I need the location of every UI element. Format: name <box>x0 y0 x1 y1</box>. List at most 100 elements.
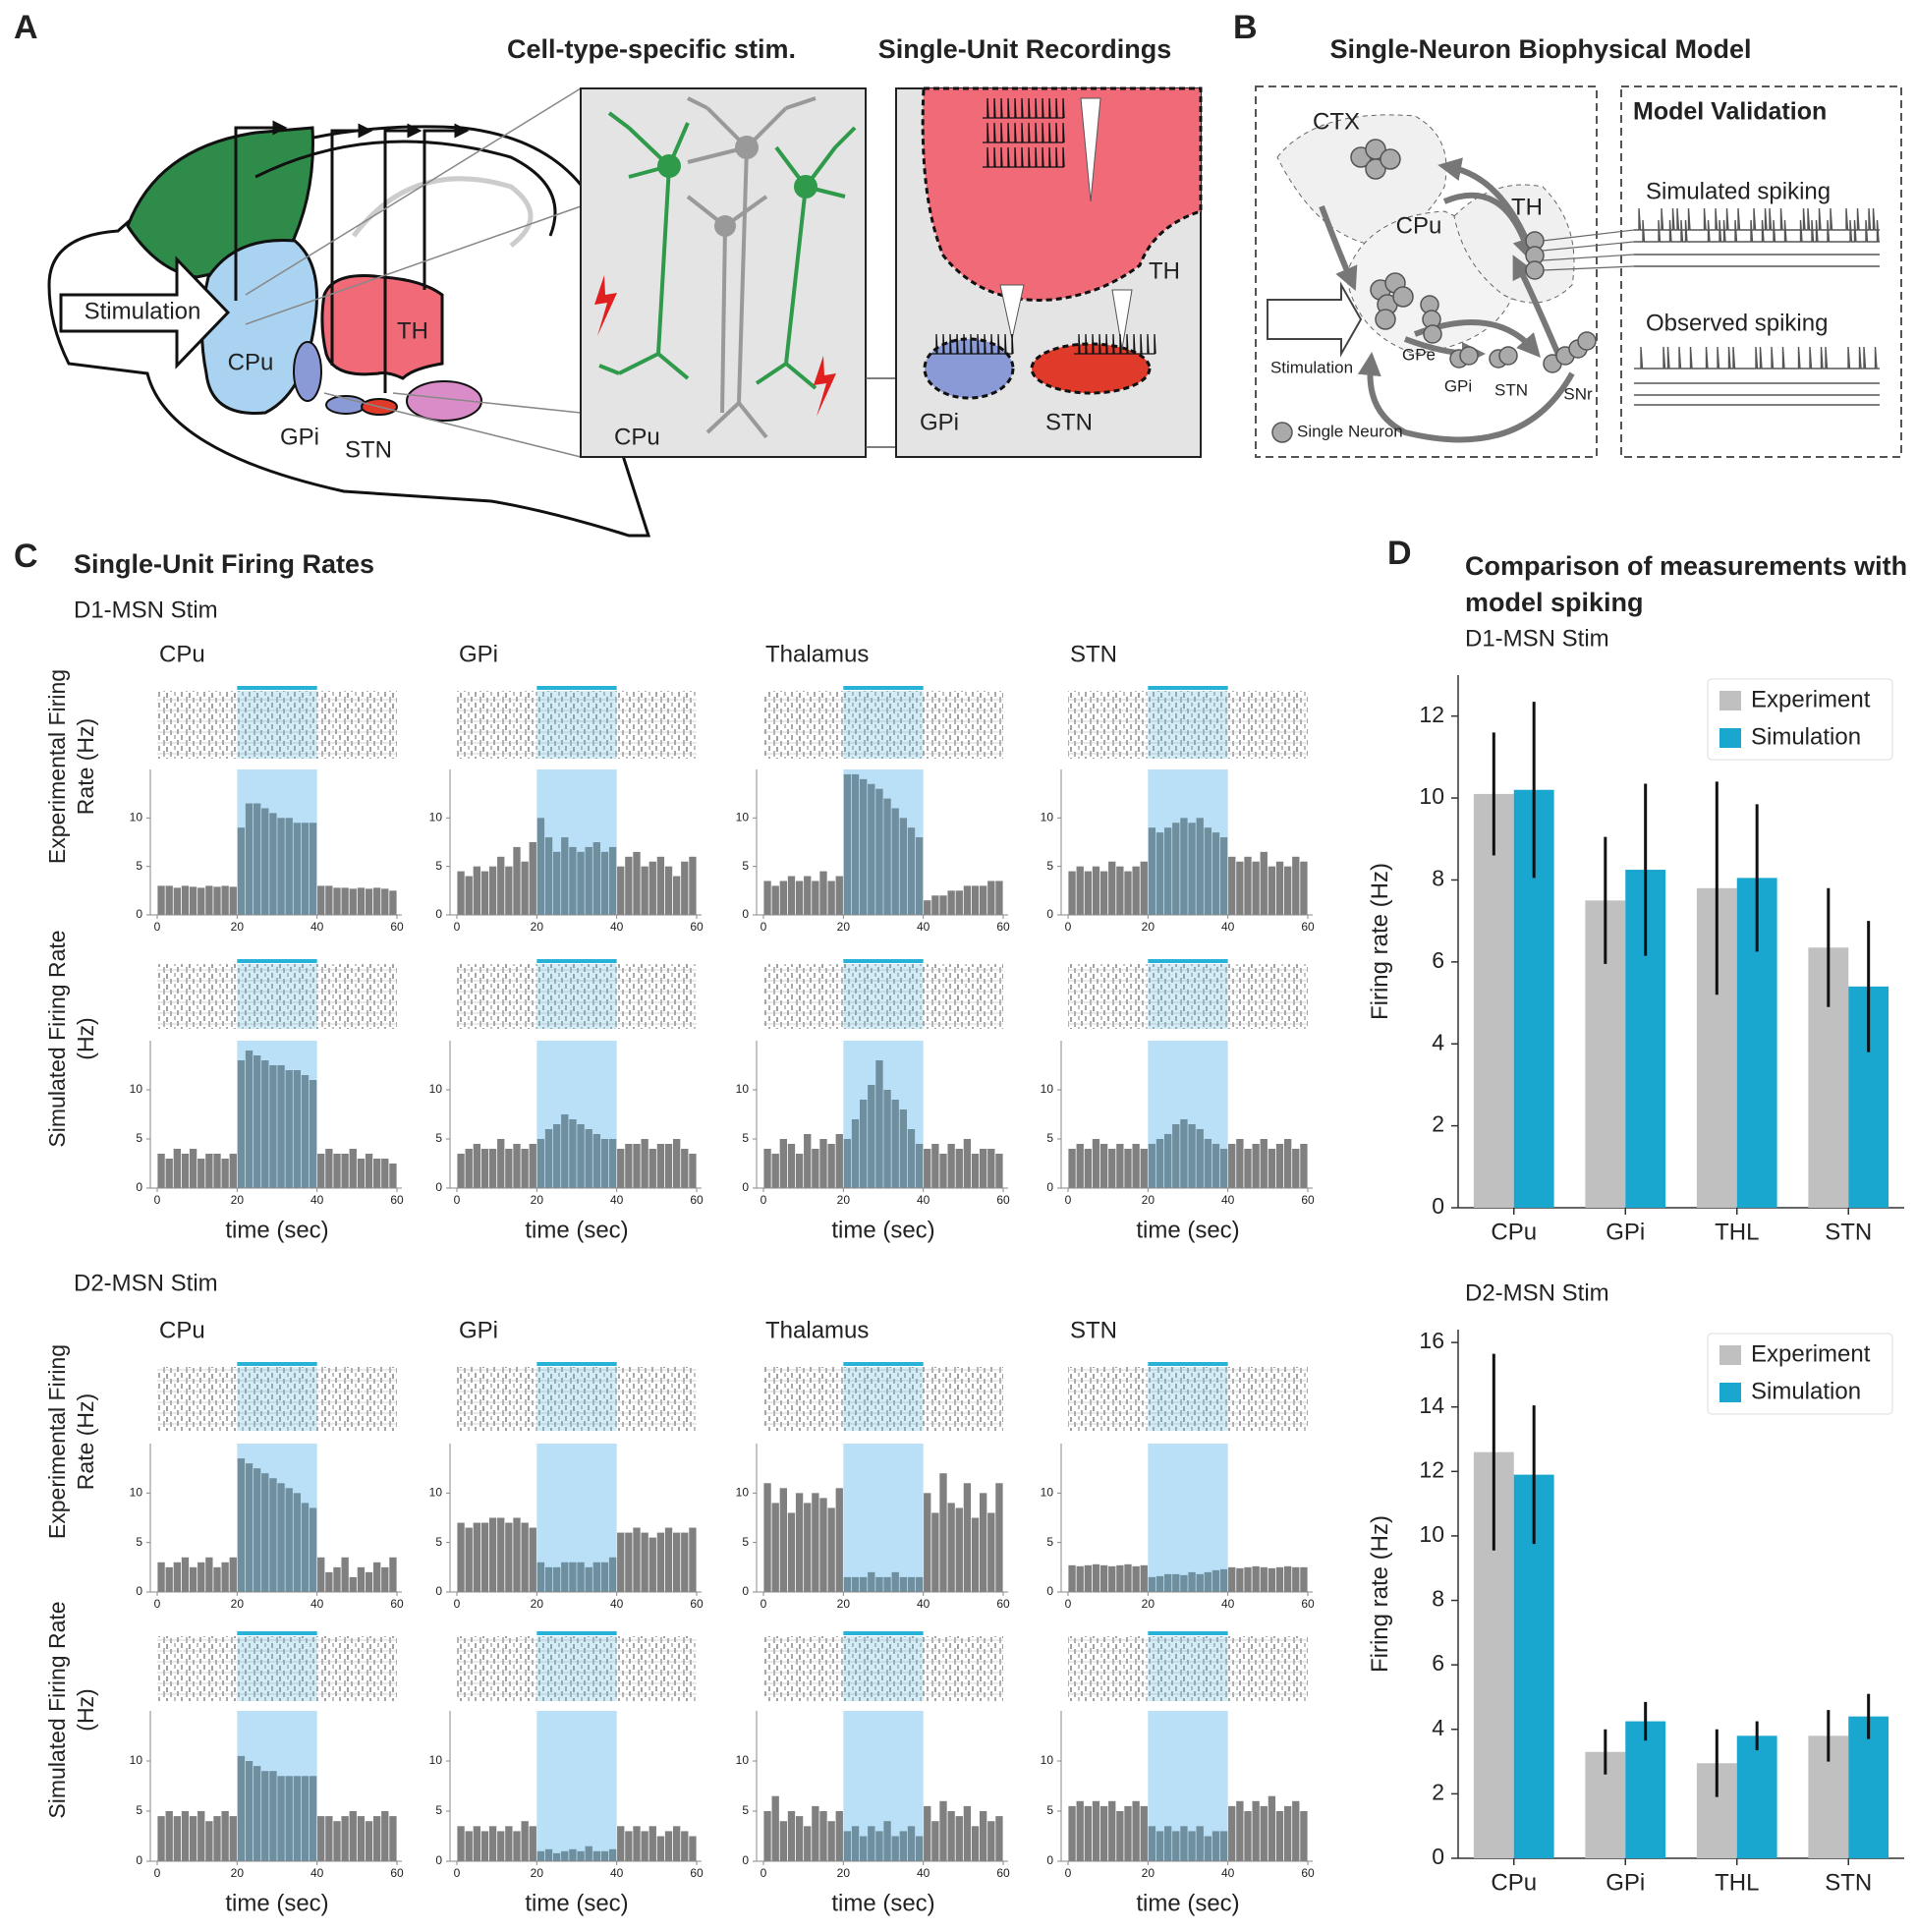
histogram-bar <box>536 1562 545 1592</box>
histogram-bar <box>1275 1144 1284 1188</box>
histogram-bar <box>771 1503 779 1592</box>
histogram-bar <box>497 1831 505 1861</box>
y-tick-label: 4 <box>1432 1715 1444 1740</box>
histogram-bar <box>931 1512 939 1592</box>
chart-subtitle: D2-MSN Stim <box>1465 1279 1609 1306</box>
histogram-bar <box>197 1811 205 1861</box>
histogram-bar <box>860 1100 868 1188</box>
panel-label: B <box>1233 9 1258 46</box>
histogram-bar <box>373 887 381 915</box>
histogram-bar <box>681 1149 689 1188</box>
histogram-bar <box>1084 871 1092 915</box>
histogram-bar <box>915 1144 924 1188</box>
y-tick-label: 10 <box>429 1753 443 1767</box>
histogram-bar <box>1099 1144 1108 1188</box>
legend-box <box>1707 1333 1893 1415</box>
histogram-bar <box>899 1831 907 1861</box>
histogram-bar <box>592 1562 600 1592</box>
column-title: GPi <box>459 1317 498 1343</box>
histogram-bar <box>980 1149 987 1188</box>
histogram-bar <box>995 1816 1003 1861</box>
histogram-bar <box>309 823 317 915</box>
histogram-bar <box>851 1576 860 1592</box>
x-tick-label: 0 <box>761 1866 767 1880</box>
histogram-bar <box>860 1836 868 1861</box>
histogram-bar <box>1292 1149 1300 1188</box>
histogram-bar <box>1284 1805 1292 1861</box>
y-tick-label: 0 <box>435 1180 442 1194</box>
y-tick-label: 5 <box>435 859 442 873</box>
x-tick-label: 60 <box>390 1866 404 1880</box>
histogram-bar <box>907 827 916 915</box>
histogram-bar <box>349 1149 357 1188</box>
histogram-bar <box>245 1051 254 1188</box>
histogram-bar <box>1116 1144 1124 1188</box>
y-tick-label: 0 <box>435 1584 442 1598</box>
histogram-bar <box>963 1139 972 1188</box>
histogram-bar <box>1204 827 1212 915</box>
histogram-bar <box>1196 1826 1204 1861</box>
histogram-bar <box>1212 832 1220 915</box>
x-tick-label: 0 <box>761 920 767 934</box>
histogram-bar <box>1164 1134 1172 1188</box>
histogram-bar <box>625 856 633 915</box>
histogram-bar <box>544 1566 553 1592</box>
histogram-bar <box>497 1139 505 1188</box>
histogram-bar <box>373 1159 381 1188</box>
histogram-bar <box>365 1571 373 1592</box>
histogram-bar <box>301 823 310 915</box>
spike-trace <box>1634 219 1880 243</box>
histogram-bar <box>189 1816 197 1861</box>
histogram-bar <box>373 1562 381 1592</box>
histogram-bar <box>221 885 229 915</box>
x-tick-label: 60 <box>690 1866 704 1880</box>
histogram-bar <box>521 861 529 915</box>
histogram-bar <box>1132 866 1140 915</box>
histogram-bar <box>827 1507 835 1592</box>
y-tick-label: 10 <box>130 1486 143 1500</box>
histogram-bar <box>1068 871 1076 915</box>
histogram-bar <box>357 887 366 915</box>
histogram-bar <box>1244 856 1252 915</box>
histogram-bar <box>1228 1805 1236 1861</box>
histogram-bar <box>1108 1149 1116 1188</box>
y-tick-label: 5 <box>1046 1131 1053 1145</box>
histogram-bar <box>213 1566 221 1592</box>
histogram-bar <box>843 1139 852 1188</box>
histogram-bar <box>875 1060 883 1188</box>
histogram-bar <box>995 1154 1003 1188</box>
histogram-bar <box>1196 1129 1204 1188</box>
histogram-bar <box>333 1821 341 1861</box>
histogram-bar <box>1140 861 1148 915</box>
histogram-bar <box>891 1100 899 1188</box>
histogram-bar <box>529 1144 536 1188</box>
histogram-bar <box>205 885 213 915</box>
histogram-bar <box>987 881 995 915</box>
x-tick-label: 60 <box>1301 920 1315 934</box>
x-tick-label: 60 <box>996 1597 1010 1611</box>
histogram-bar <box>1275 1811 1284 1861</box>
histogram-bar <box>931 895 939 915</box>
histogram-bar <box>505 1826 513 1861</box>
brain-diagram <box>47 87 651 538</box>
histogram-bar <box>529 1826 536 1861</box>
y-tick-label: 5 <box>435 1535 442 1549</box>
histogram-bar <box>341 1557 349 1592</box>
histogram-bar <box>317 1154 325 1188</box>
histogram-bar <box>473 1144 480 1188</box>
histogram-bar <box>285 818 293 915</box>
column-title: STN <box>1070 641 1117 667</box>
y-tick-label: 5 <box>435 1803 442 1817</box>
histogram-bar <box>480 1522 489 1592</box>
histogram-bar <box>536 1850 545 1861</box>
histogram-bar <box>317 1557 325 1592</box>
histogram-bar <box>1148 1826 1156 1861</box>
y-tick-label: 5 <box>742 859 749 873</box>
raster-plot <box>157 964 397 1029</box>
y-tick-label: 0 <box>1432 1844 1444 1869</box>
raster-stim-overlay <box>536 1367 617 1431</box>
y-tick-label: 0 <box>1046 1853 1053 1867</box>
histogram-bar <box>617 1532 625 1592</box>
histogram-bar <box>181 885 190 915</box>
x-tick-label: 20 <box>531 920 544 934</box>
